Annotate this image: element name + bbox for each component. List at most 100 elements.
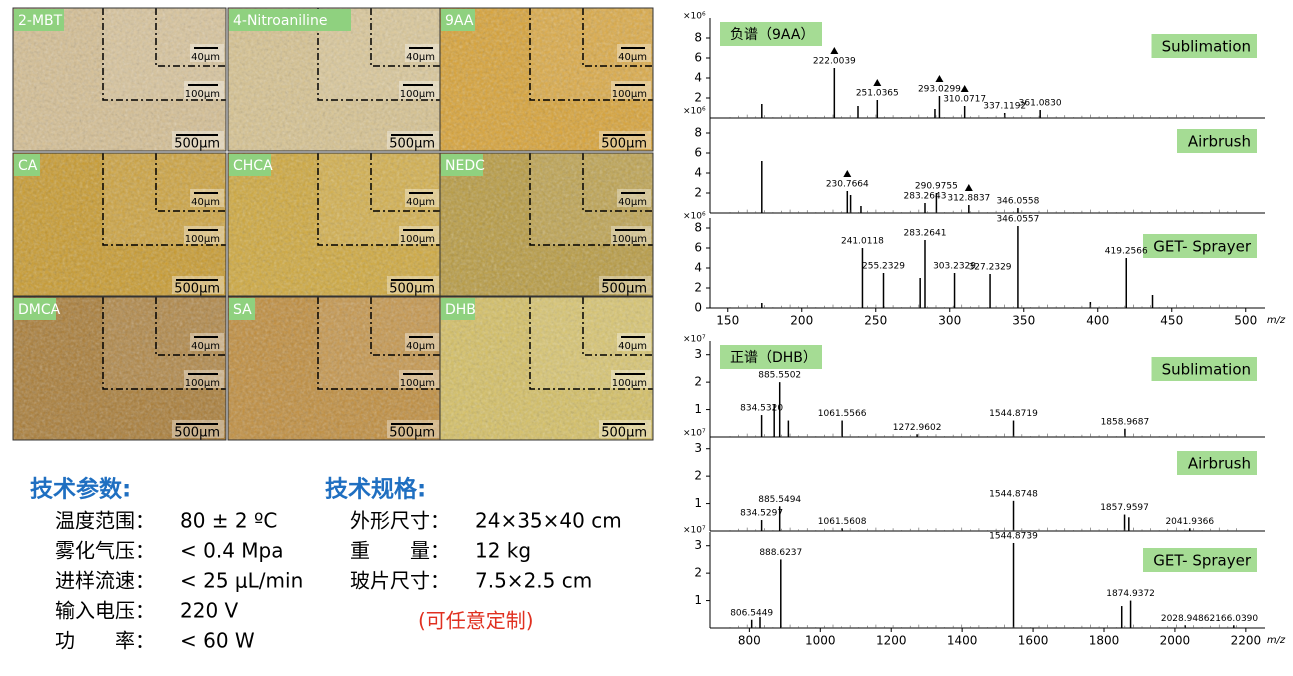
inset-outline: [370, 8, 441, 67]
y-tick-label: 4: [694, 261, 702, 275]
micrograph: DHB 40μm 100μm 500μm: [439, 296, 654, 441]
spec-label: 外形尺寸：: [350, 509, 450, 533]
peak-label: 1272.9602: [893, 423, 942, 433]
panel-title-box: [1143, 234, 1257, 258]
x-tick-label: 450: [1160, 314, 1183, 328]
panel-title-box: [1177, 129, 1257, 153]
label-box: [441, 298, 475, 320]
y-tick-label: 6: [694, 241, 702, 255]
scale-bar-label: 100μm: [612, 378, 647, 389]
x-tick-label: 2200: [1231, 634, 1262, 648]
spec-label: 雾化气压：: [55, 539, 155, 563]
scale-bar-label: 100μm: [400, 89, 435, 100]
micrograph-label: CHCA: [233, 158, 273, 174]
label-box: [14, 154, 40, 176]
micrograph: 4-Nitroaniline 40μm 100μm 500μm: [227, 7, 442, 152]
y-tick-label: 8: [694, 31, 702, 45]
peak-label: 346.0558: [996, 197, 1039, 207]
panel-title: GET- Sprayer: [1153, 552, 1252, 570]
peak-marker: [843, 170, 852, 177]
peak-label: 834.5320: [740, 404, 783, 414]
inset-outline: [102, 153, 226, 246]
y-tick-label: 4: [694, 71, 702, 85]
spec-value: < 60 W: [180, 629, 255, 653]
peak-label: 293.0299: [918, 85, 961, 95]
y-tick-label: 1: [694, 593, 702, 607]
micrograph: 2-MBT 40μm 100μm 500μm: [12, 7, 227, 152]
peak-label: 255.2329: [862, 262, 905, 272]
micrograph-border: [439, 7, 654, 152]
panel-title-box: [1177, 451, 1257, 475]
peak-label: 1858.9687: [1101, 417, 1150, 427]
micrograph: DMCA 40μm 100μm 500μm: [12, 296, 227, 441]
panel-title-box: [1151, 34, 1257, 58]
y-tick-label: 2: [694, 91, 702, 105]
micrograph: NEDC 40μm 100μm 500μm: [439, 152, 654, 297]
peak-label: 1544.8748: [989, 489, 1038, 499]
scale-bar-label: 100μm: [400, 378, 435, 389]
micrograph-label: NEDC: [445, 158, 485, 174]
peak-label: 241.0118: [841, 237, 884, 247]
micrograph-label: DMCA: [18, 302, 61, 318]
peak-label: 283.2643: [904, 192, 947, 202]
section-heading: 技术参数:: [30, 476, 131, 503]
peak-label: 327.2329: [969, 263, 1012, 273]
label-box: [14, 298, 56, 320]
scale-bar-label: 100μm: [612, 89, 647, 100]
inset-outline: [582, 8, 653, 67]
peak-label: 230.7664: [826, 180, 869, 190]
scale-bar-label: 500μm: [174, 137, 220, 152]
peak-label: 346.0557: [996, 215, 1039, 225]
y-tick-label: 6: [694, 146, 702, 160]
scale-bar-label: 500μm: [389, 282, 435, 297]
scale-bar-label: 100μm: [400, 234, 435, 245]
micrograph-border: [12, 296, 227, 441]
x-tick-label: 1600: [1018, 634, 1049, 648]
peak-label: 1874.9372: [1106, 589, 1155, 599]
scale-bar-label: 500μm: [601, 426, 647, 441]
scale-bar-label: 100μm: [185, 378, 220, 389]
scale-bar-label: 500μm: [174, 426, 220, 441]
inset-outline: [529, 8, 653, 101]
y-tick-label: 8: [694, 221, 702, 235]
micrograph-label: 9AA: [445, 13, 474, 29]
peak-label: 310.0717: [943, 95, 986, 105]
y-tick-label: 4: [694, 166, 702, 180]
peak-label: 1061.5608: [818, 517, 867, 527]
x-tick-label: 200: [790, 314, 813, 328]
scale-bar-label: 100μm: [185, 234, 220, 245]
inset-outline: [317, 153, 441, 246]
micrograph: SA 40μm 100μm 500μm: [227, 296, 442, 441]
peak-label: 885.5502: [758, 371, 801, 381]
micrograph-texture: [228, 153, 441, 296]
inset-outline: [155, 153, 226, 212]
micrograph-texture: [440, 297, 653, 440]
spec-label: 功 率：: [55, 629, 155, 653]
peak-label: 1061.5566: [818, 409, 867, 419]
peak-label: 806.5449: [730, 608, 773, 618]
x-tick-label: 350: [1012, 314, 1035, 328]
y-tick-label: 3: [694, 441, 702, 455]
peak-label: 222.0039: [813, 57, 856, 67]
peak-label: 888.6237: [759, 548, 802, 558]
panel-title: Airbrush: [1188, 133, 1251, 151]
group-title: 正谱（DHB）: [730, 350, 817, 366]
spec-value: 12 kg: [475, 539, 531, 563]
inset-outline: [317, 8, 441, 101]
label-box: [441, 9, 475, 31]
peak-marker: [960, 85, 969, 92]
inset-outline: [370, 153, 441, 212]
inset-outline: [370, 297, 441, 356]
y-tick-label: 2: [694, 469, 702, 483]
micrograph-label: 4-Nitroaniline: [233, 13, 327, 29]
y-scale-label: ×10⁶: [683, 12, 706, 22]
peak-label: 1544.8739: [989, 531, 1038, 541]
micrograph-texture: [13, 153, 226, 296]
y-scale-label: ×10⁶: [683, 212, 706, 222]
spec-label: 温度范围：: [55, 509, 155, 533]
spec-label: 玻片尺寸：: [350, 569, 450, 593]
scale-bar-label: 40μm: [406, 197, 435, 208]
scale-bar-label: 40μm: [406, 52, 435, 63]
micrograph-border: [439, 152, 654, 297]
